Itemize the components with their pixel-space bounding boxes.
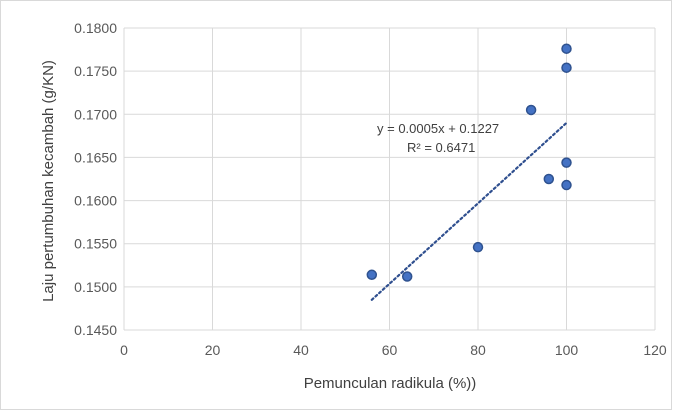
data-point <box>366 269 378 281</box>
data-point <box>472 241 484 253</box>
x-tick-label: 40 <box>293 342 309 358</box>
data-points-layer <box>366 43 572 282</box>
trendline-layer <box>370 121 568 301</box>
data-point <box>561 43 572 54</box>
x-tick-label: 100 <box>555 342 579 358</box>
trendline-r-squared: R² = 0.6471 <box>407 140 475 155</box>
trendline-equation: y = 0.0005x + 0.1227 <box>377 121 499 136</box>
x-axis-title: Pemunculan radikula (%)) <box>304 375 477 392</box>
data-point <box>561 62 572 73</box>
y-tick-label: 0.1600 <box>74 193 117 209</box>
x-tick-label: 80 <box>470 342 486 358</box>
y-axis-title: Laju pertumbuhan kecambah (g/KN) <box>40 60 57 302</box>
y-tick-label: 0.1500 <box>74 279 117 295</box>
x-tick-label: 120 <box>643 342 667 358</box>
data-point <box>525 104 537 116</box>
y-tick-label: 0.1650 <box>74 149 117 165</box>
y-tick-label: 0.1450 <box>74 322 117 338</box>
data-point <box>561 157 572 168</box>
y-tick-label: 0.1700 <box>74 106 117 122</box>
y-tick-label: 0.1750 <box>74 63 117 79</box>
tick-layer: 0.1450 0.1500 0.1550 0.1600 0.1650 0.1700 0.17… <box>74 20 667 358</box>
grid-layer <box>123 27 656 331</box>
data-point <box>561 179 572 191</box>
x-tick-label: 0 <box>120 342 128 358</box>
y-tick-label: 0.1800 <box>74 20 117 36</box>
x-tick-label: 60 <box>382 342 398 358</box>
data-point <box>543 173 555 185</box>
data-point <box>401 271 413 282</box>
x-tick-label: 20 <box>205 342 221 358</box>
trendline <box>370 121 568 301</box>
y-tick-label: 0.1550 <box>74 236 117 252</box>
